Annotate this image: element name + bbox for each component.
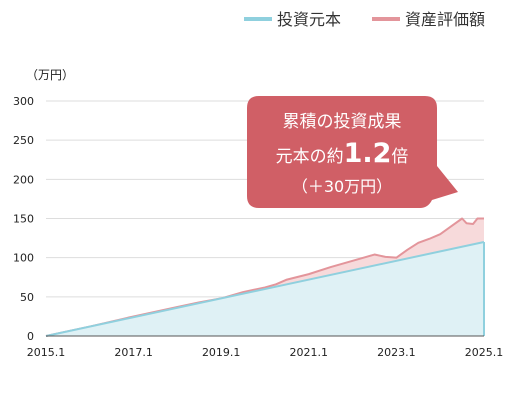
callout: 累積の投資成果 元本の約1.2倍 （＋30万円） bbox=[247, 96, 458, 208]
x-tick-label: 2017.1 bbox=[114, 346, 153, 359]
legend-label-value: 資産評価額 bbox=[405, 10, 485, 29]
callout-bubble bbox=[247, 96, 458, 208]
plot-areas bbox=[45, 217, 485, 337]
callout-line-1: 累積の投資成果 bbox=[283, 112, 402, 132]
x-tick-label: 2021.1 bbox=[290, 346, 329, 359]
callout-line-3: （＋30万円） bbox=[292, 177, 392, 196]
callout-line-2-prefix: 元本の約 bbox=[276, 147, 344, 167]
x-tick-label: 2019.1 bbox=[202, 346, 241, 359]
y-tick-label: 300 bbox=[13, 95, 34, 108]
legend: 投資元本 資産評価額 bbox=[244, 10, 485, 29]
y-tick-label: 100 bbox=[13, 252, 34, 265]
y-tick-label: 50 bbox=[20, 291, 34, 304]
x-tick-label: 2023.1 bbox=[377, 346, 416, 359]
callout-line-2-suffix: 倍 bbox=[391, 147, 408, 167]
y-tick-label: 200 bbox=[13, 173, 34, 186]
y-tick-label: 250 bbox=[13, 134, 34, 147]
x-tick-label: 2025.1 bbox=[465, 346, 504, 359]
y-unit-label: （万円） bbox=[26, 68, 74, 82]
principal-line bbox=[45, 241, 485, 337]
x-tick-labels: 2015.1 2017.1 2019.1 2021.1 2023.1 2025.1 bbox=[27, 346, 504, 359]
x-tick-label: 2015.1 bbox=[27, 346, 66, 359]
legend-label-principal: 投資元本 bbox=[277, 10, 341, 29]
y-tick-labels: 0 50 100 150 200 250 300 bbox=[13, 95, 34, 343]
callout-line-2-value: 1.2 bbox=[344, 138, 392, 169]
y-tick-label: 150 bbox=[13, 213, 34, 226]
y-tick-label: 0 bbox=[27, 330, 34, 343]
callout-line-2: 元本の約1.2倍 bbox=[276, 138, 409, 169]
